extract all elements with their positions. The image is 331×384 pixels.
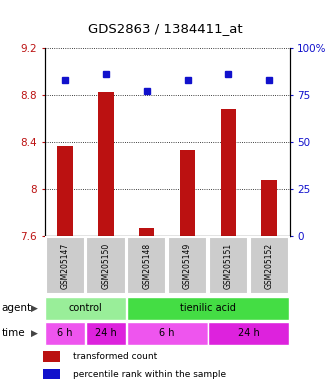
Text: 6 h: 6 h [160,328,175,338]
Text: agent: agent [2,303,32,313]
Text: ▶: ▶ [31,329,38,338]
Bar [43,351,60,362]
Text: GSM205147: GSM205147 [61,243,70,289]
Bar [127,297,289,319]
Bar [139,228,155,236]
Bar [209,322,289,344]
Text: ▶: ▶ [31,304,38,313]
Text: percentile rank within the sample: percentile rank within the sample [73,369,226,379]
Bar [180,150,195,236]
Text: GSM205150: GSM205150 [101,243,111,289]
Text: GSM205149: GSM205149 [183,243,192,289]
Bar [98,91,114,236]
Text: time: time [2,328,25,338]
Text: GSM205148: GSM205148 [142,243,151,289]
Bar [86,237,125,295]
Text: GSM205152: GSM205152 [265,243,274,289]
Text: transformed count: transformed count [73,352,157,361]
Bar [250,237,289,295]
Text: tienilic acid: tienilic acid [180,303,236,313]
Bar [57,146,73,236]
Text: 24 h: 24 h [238,328,260,338]
Bar [45,297,126,319]
Text: 24 h: 24 h [95,328,117,338]
Text: GSM205151: GSM205151 [224,243,233,289]
Text: 6 h: 6 h [57,328,73,338]
Bar [45,322,85,344]
Bar [127,237,166,295]
Bar [168,237,207,295]
Bar [43,369,60,379]
Text: GDS2863 / 1384411_at: GDS2863 / 1384411_at [88,22,243,35]
Bar [45,237,85,295]
Bar [86,322,126,344]
Text: control: control [69,303,102,313]
Bar [261,180,277,236]
Bar [127,322,208,344]
Bar [209,237,248,295]
Bar [221,109,236,236]
